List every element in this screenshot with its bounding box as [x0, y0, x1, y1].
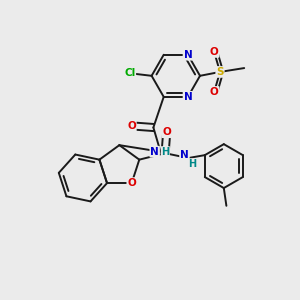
Text: H: H — [161, 147, 169, 157]
Text: Cl: Cl — [124, 68, 135, 78]
Text: S: S — [216, 67, 224, 77]
Text: O: O — [127, 178, 136, 188]
Text: O: O — [162, 127, 171, 137]
Text: N: N — [184, 50, 192, 60]
Text: O: O — [127, 121, 136, 131]
Text: N: N — [150, 147, 159, 157]
Text: O: O — [210, 87, 219, 97]
Text: N: N — [184, 92, 192, 102]
Text: N: N — [180, 151, 189, 160]
Text: H: H — [188, 159, 196, 169]
Text: O: O — [210, 47, 219, 57]
